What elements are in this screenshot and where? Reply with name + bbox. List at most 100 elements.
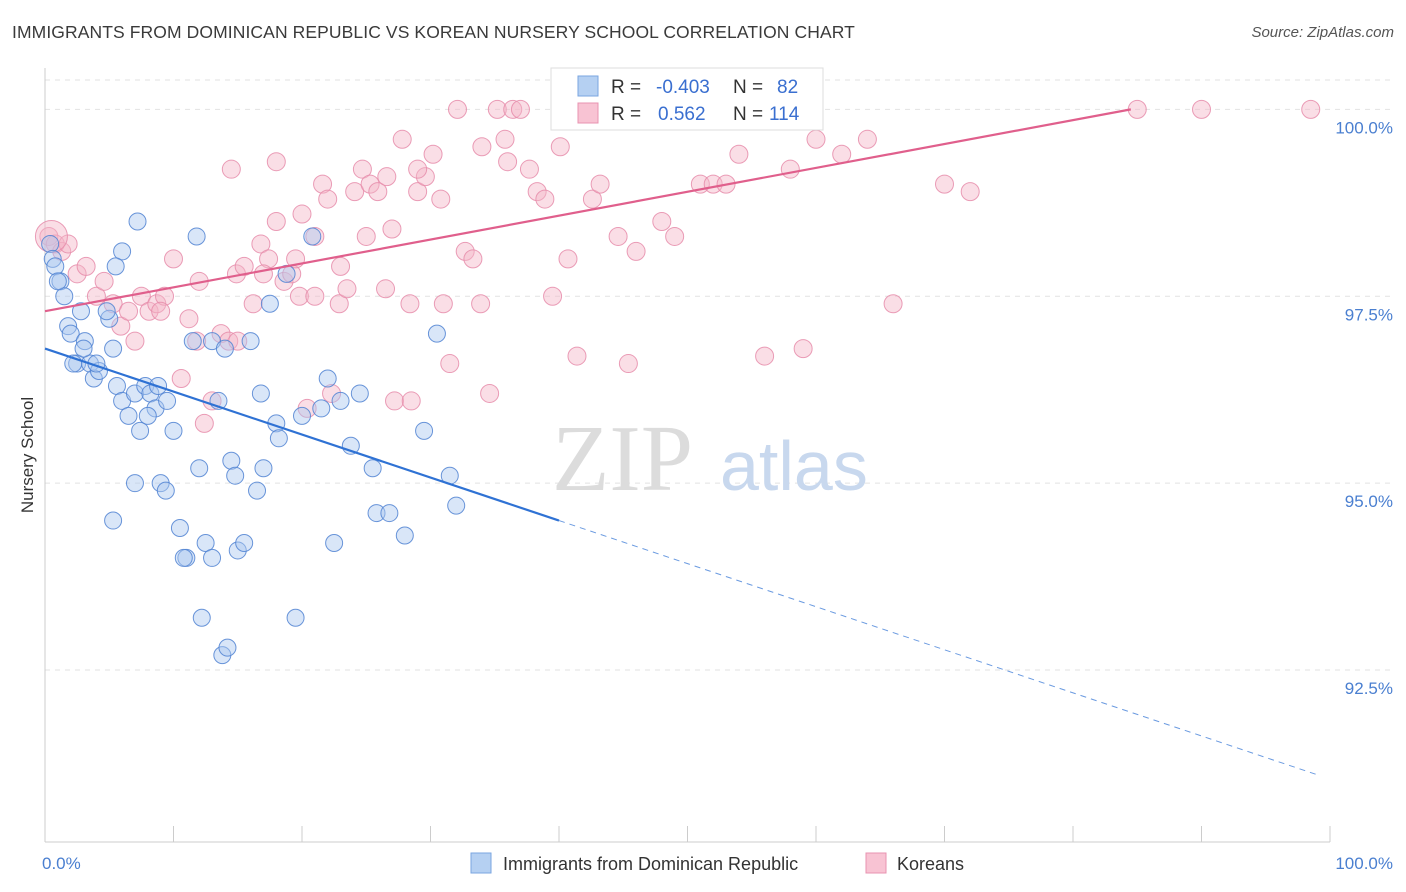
legend-r-label-1: R = [611,77,641,98]
dominican-point-0 [41,234,60,253]
dominican-point-45 [303,227,322,246]
korean-point-11 [125,331,145,351]
dominican-point-40 [260,294,279,313]
korean-point-100 [433,294,453,314]
legend-swatch-dominican [577,75,599,97]
korean-point-96 [221,159,241,179]
dominican-point-55 [395,526,414,545]
korean-point-64 [543,286,563,306]
dominican-point-63 [187,227,206,246]
dominican-point-18 [125,384,144,403]
korean-point-65 [550,137,570,157]
korean-point-86 [806,129,826,149]
dominican-point-51 [350,384,369,403]
dominican-point-43 [286,608,305,627]
korean-point-39 [345,182,365,202]
korean-point-113 [408,159,428,179]
korean-point-60 [510,99,530,119]
dominican-point-56 [415,421,434,440]
legend-label-koreans: Koreans [897,854,964,874]
korean-point-59 [503,99,523,119]
dominican-point-54 [380,504,399,523]
dominican-point-53 [367,504,386,523]
dominican-point-80 [104,511,123,530]
stats-legend: R = -0.403 N = 82 R = 0.562 N = 114 [550,67,824,131]
korean-point-84 [780,159,800,179]
korean-point-49 [423,144,443,164]
korean-point-16 [164,249,183,269]
x-tick-label-1: 100.0% [1335,854,1393,873]
dominican-point-74 [97,302,116,321]
y-tick-label-3: 100.0% [1335,118,1393,137]
korean-point-87 [832,144,852,164]
dominican-point-65 [192,608,211,627]
korean-point-19 [187,331,207,351]
korean-point-54 [463,249,483,269]
dominican-point-1 [43,249,62,268]
korean-point-38 [337,279,357,299]
korean-point-26 [243,294,263,314]
korean-point-63 [535,189,555,209]
korean-point-95 [266,152,286,172]
legend-r-value-2: 0.562 [658,104,706,125]
korean-point-101 [318,189,338,209]
korean-point-50 [431,189,451,209]
dominican-point-47 [318,369,337,388]
korean-point-62 [527,182,547,202]
legend-r-label-2: R = [611,104,641,125]
legend-swatch-dominican-bottom [470,852,492,874]
korean-point-15 [155,286,175,306]
korean-point-22 [211,324,231,344]
series-dominican-points [41,212,466,665]
korean-point-46 [400,294,420,314]
korean-point-82 [729,144,749,164]
dominican-point-24 [156,481,175,500]
dominican-point-26 [170,519,189,538]
korean-point-17 [171,369,191,389]
legend-swatch-koreans [577,102,599,124]
korean-point-91 [960,182,980,202]
korean-point-32 [289,286,309,306]
chart-title: IMMIGRANTS FROM DOMINICAN REPUBLIC VS KO… [12,22,855,42]
korean-point-93 [1192,99,1211,119]
korean-point-7 [94,271,114,291]
korean-point-69 [582,189,602,209]
korean-point-18 [179,309,199,329]
trend-lines [44,108,1318,776]
dominican-point-34 [222,451,241,470]
korean-point-72 [608,226,628,246]
dominican-point-14 [104,339,123,358]
series-legend: Immigrants from Dominican Republic Korea… [470,852,964,874]
x-tick-label-0: 0.0% [42,854,81,873]
korean-point-36 [322,383,342,403]
dominican-point-5 [59,317,78,336]
dominican-point-38 [248,481,267,500]
dominican-point-36 [235,533,254,552]
dominican-point-19 [131,421,150,440]
dominican-point-48 [325,533,344,552]
dominican-point-4 [55,287,74,306]
dominican-point-29 [190,459,209,478]
dominican-point-39 [254,459,273,478]
korean-point-53 [455,241,475,261]
korean-point-20 [194,413,214,433]
y-tick-label-0: 92.5% [1345,679,1393,698]
korean-point-25 [234,256,254,276]
dominican-point-75 [138,406,157,425]
dominican-point-78 [251,384,270,403]
dominican-point-17 [119,406,138,425]
dominican-point-6 [61,324,80,343]
dominican-point-52 [363,459,382,478]
korean-point-41 [360,174,380,194]
korean-point-88 [857,129,877,149]
dominican-point-60 [113,242,132,261]
korean-point-98 [376,279,396,299]
korean-point-13 [139,301,159,321]
korean-point-42 [368,182,388,202]
dominican-trend-extension [558,520,1318,776]
dominican-point-77 [226,466,245,485]
korean-point-55 [471,294,491,314]
korean-point-85 [793,339,813,359]
y-axis-title: Nursery School [18,397,37,513]
dominican-point-8 [71,302,90,321]
